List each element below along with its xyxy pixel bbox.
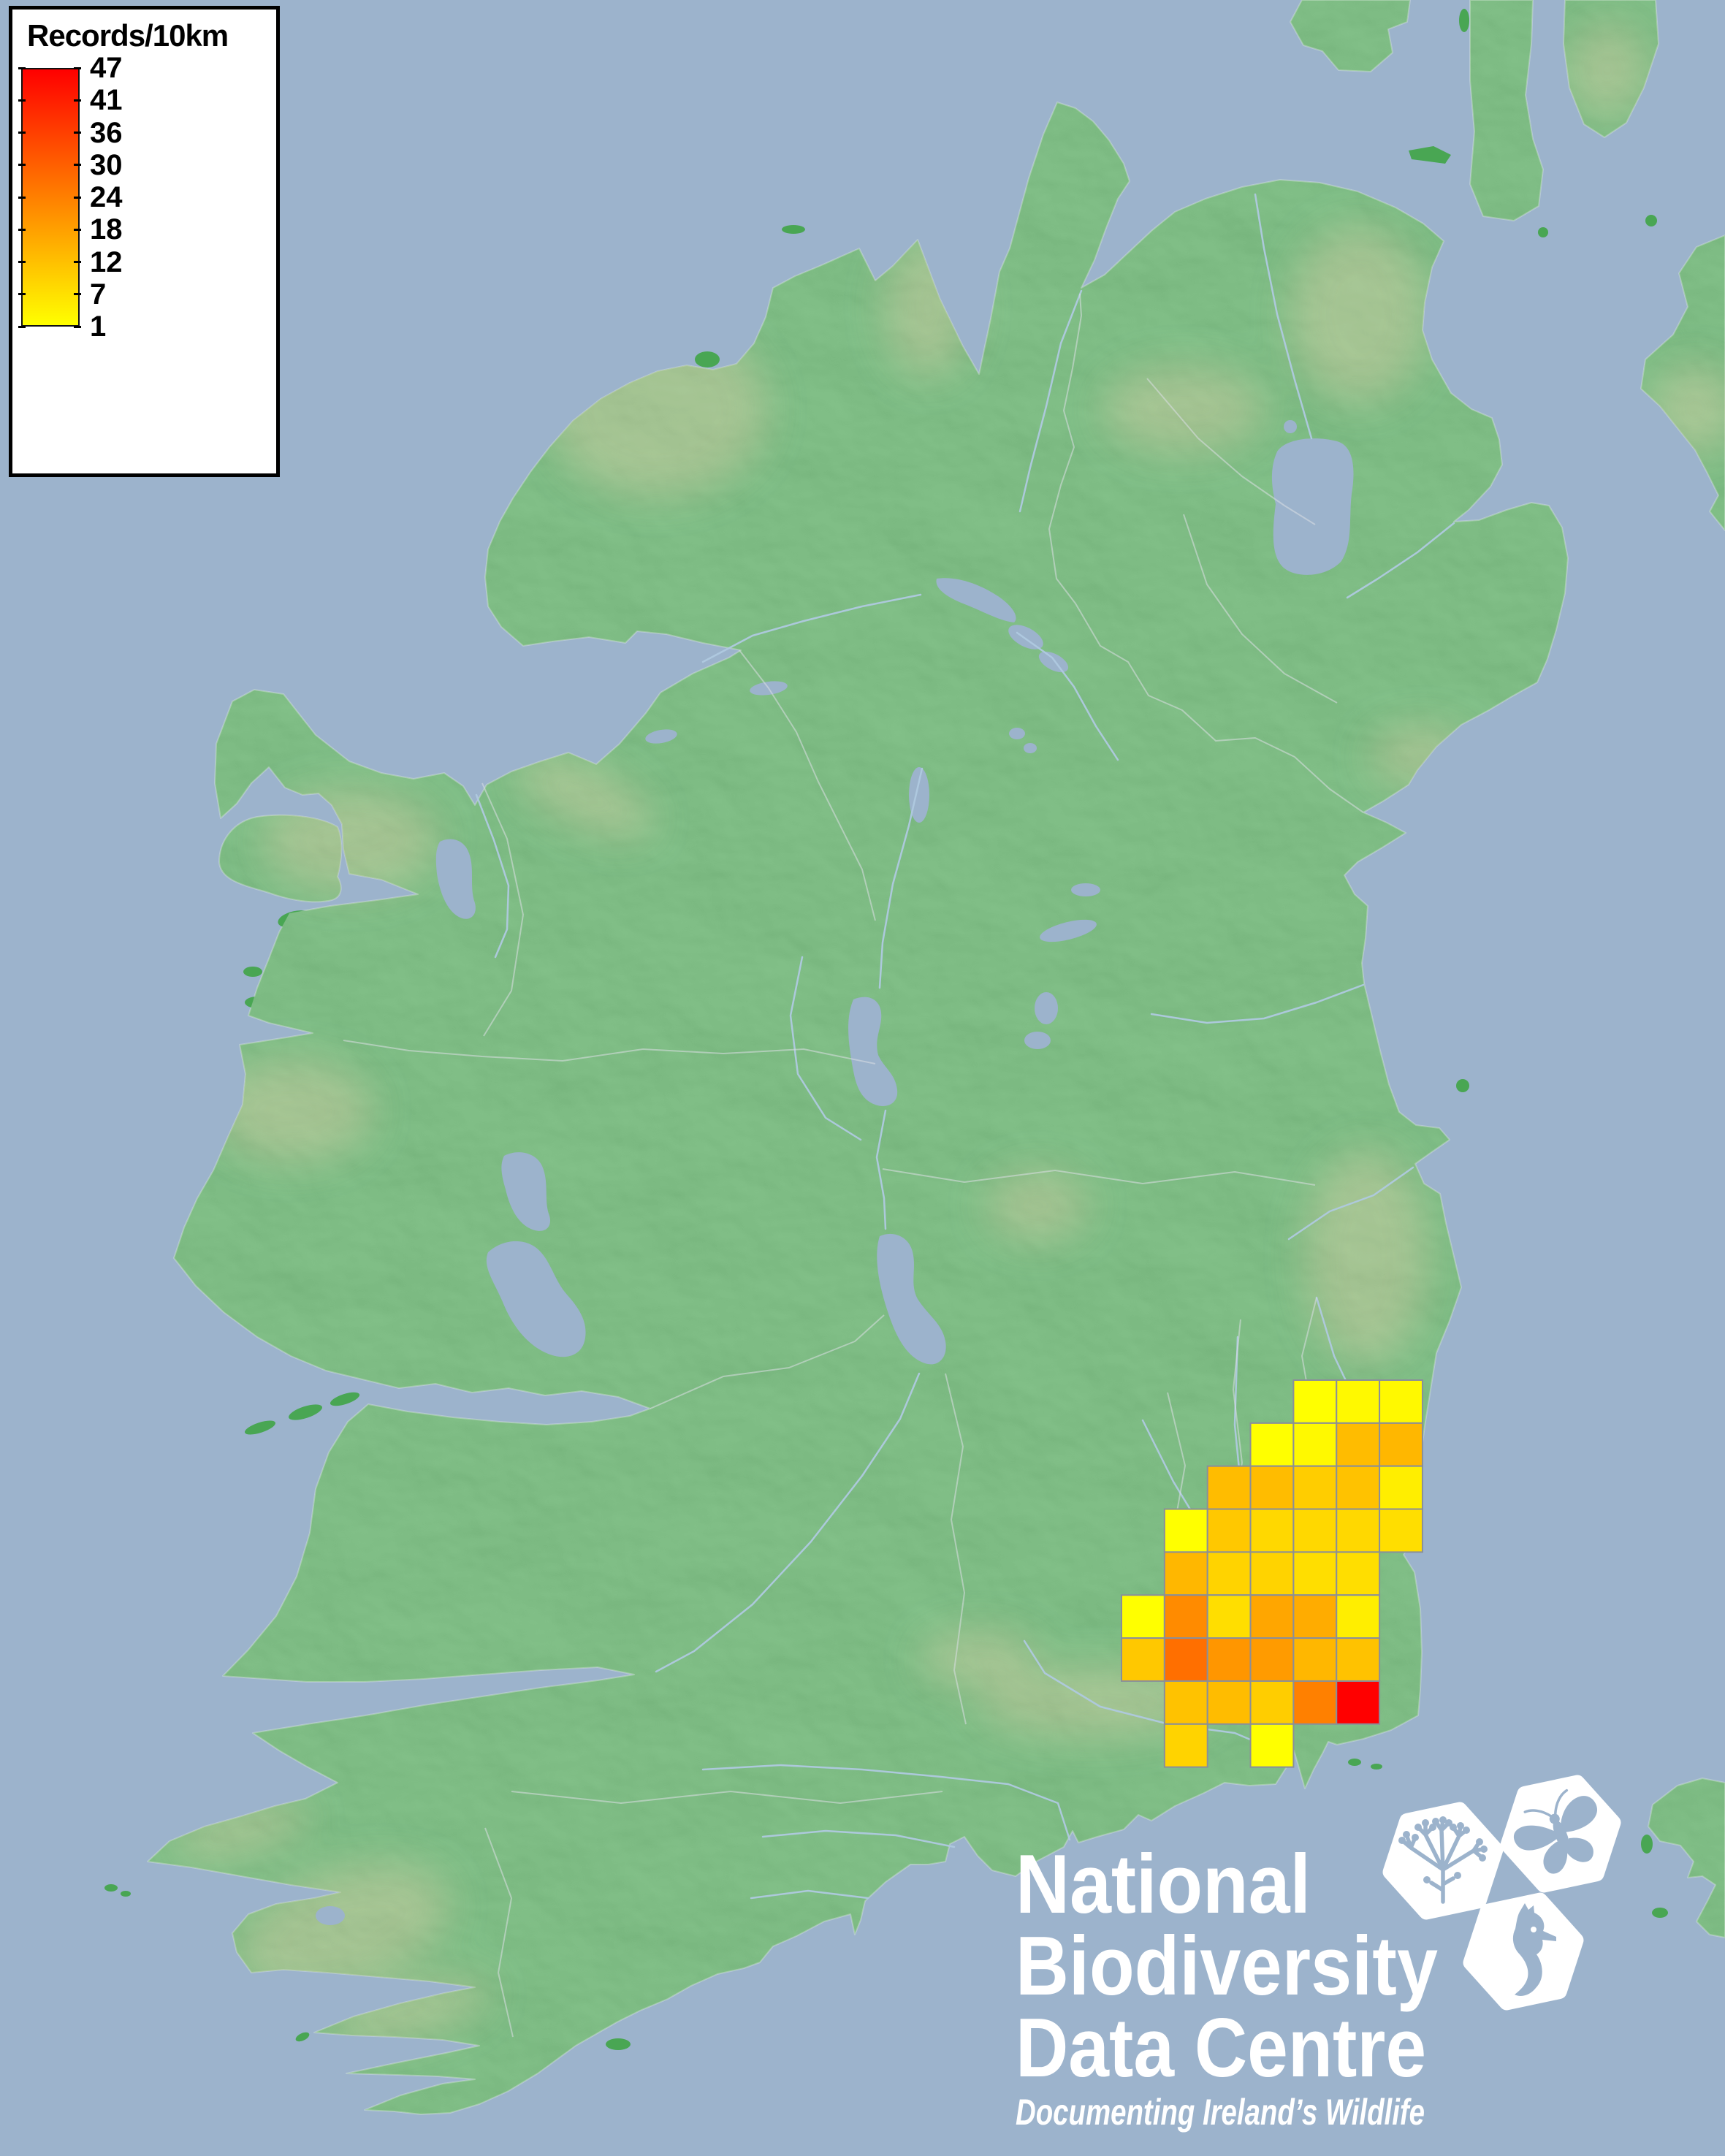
heatmap-cell	[1336, 1551, 1381, 1596]
heatmap-cell	[1379, 1379, 1423, 1424]
heatmap-cell	[1292, 1465, 1338, 1510]
heatmap-cell	[1249, 1723, 1295, 1768]
heatmap-cell	[1292, 1594, 1338, 1639]
heatmap-cell	[1336, 1680, 1381, 1725]
legend-tick-label: 1	[90, 311, 107, 343]
legend-tick-label: 12	[90, 245, 123, 278]
legend-panel: Records/10km 47 41 36 30 24 18 12 7 1	[9, 6, 280, 477]
tick-mark-left	[18, 164, 26, 167]
heatmap-cell	[1249, 1594, 1295, 1639]
tick-mark-left	[18, 228, 26, 231]
tree-icon	[1382, 1802, 1504, 1920]
tick-mark-left	[18, 196, 26, 199]
tick-mark-left	[18, 132, 26, 134]
heatmap-cell	[1249, 1637, 1295, 1682]
legend-tick-label: 18	[90, 213, 123, 246]
heatmap-cell	[1249, 1551, 1295, 1596]
heatmap-cell	[1206, 1465, 1252, 1510]
legend-tick-label: 47	[90, 52, 123, 84]
logo-line-3: Data Centre	[1016, 2002, 1426, 2095]
lough-neagh	[1271, 438, 1354, 575]
heatmap-cell	[1163, 1594, 1208, 1639]
legend-tick-label: 41	[90, 84, 123, 117]
heatmap-cell	[1292, 1422, 1338, 1467]
legend-title: Records/10km	[27, 18, 229, 53]
tick-mark-right	[74, 196, 81, 199]
legend-tick-label: 36	[90, 116, 123, 149]
butterfly-icon	[1500, 1775, 1621, 1893]
lough-mask	[501, 1152, 551, 1231]
heatmap-cell	[1163, 1551, 1208, 1596]
heatmap-cell	[1292, 1551, 1338, 1596]
tick-mark-right	[74, 66, 81, 69]
seahorse-icon	[1463, 1892, 1584, 2011]
tick-mark-left	[18, 325, 26, 328]
logo-line-1: National	[1016, 1838, 1311, 1931]
lough-ree	[848, 997, 898, 1106]
legend-tick-label: 24	[90, 181, 123, 213]
heatmap-cell	[1336, 1465, 1381, 1510]
heatmap-cell	[1206, 1594, 1252, 1639]
logo-line-2: Biodiversity	[1016, 1920, 1438, 2013]
heatmap-cell	[1163, 1508, 1208, 1553]
heatmap-cell	[1379, 1422, 1423, 1467]
tick-mark-right	[74, 261, 81, 263]
legend-gradient-bar	[21, 68, 80, 327]
heatmap-cell	[1121, 1637, 1165, 1682]
heatmap-cell	[1292, 1637, 1338, 1682]
heatmap-cell	[1206, 1680, 1252, 1725]
heatmap-cell	[1336, 1637, 1381, 1682]
heatmap-cell	[1336, 1379, 1381, 1424]
tick-mark-right	[74, 293, 81, 296]
heatmap-cell	[1249, 1508, 1295, 1553]
lakes	[316, 420, 1354, 1925]
heatmap-cell	[1379, 1465, 1423, 1510]
lough-conn	[435, 839, 476, 919]
seahorse-eye	[1531, 1927, 1536, 1932]
nbdc-logo: National Biodiversity Data Centre Docume…	[1016, 1775, 1621, 2133]
heatmap-grid	[1121, 1379, 1423, 1768]
logo-tagline: Documenting Ireland’s Wildlife	[1016, 2092, 1425, 2133]
heatmap-cell	[1336, 1594, 1381, 1639]
heatmap-cell	[1249, 1422, 1295, 1467]
heatmap-cell	[1121, 1594, 1165, 1639]
lough-corrib	[486, 1241, 586, 1357]
legend-tick-label: 30	[90, 148, 123, 181]
heatmap-cell	[1336, 1508, 1381, 1553]
lough-derg	[877, 1233, 946, 1365]
heatmap-cell	[1163, 1723, 1208, 1768]
heatmap-cell	[1249, 1465, 1295, 1510]
legend-tick-label: 7	[90, 278, 107, 311]
tick-mark-left	[18, 261, 26, 263]
lough-erne	[936, 578, 1016, 622]
heatmap-cell	[1292, 1680, 1338, 1725]
heatmap-cell	[1336, 1422, 1381, 1467]
heatmap-cell	[1206, 1508, 1252, 1553]
heatmap-cell	[1379, 1508, 1423, 1553]
tree-branch-dots	[1398, 1816, 1488, 1883]
tick-mark-right	[74, 325, 81, 328]
county-boundaries	[343, 293, 1364, 2038]
tick-mark-left	[18, 66, 26, 69]
tick-mark-right	[74, 99, 81, 102]
heatmap-cell	[1249, 1680, 1295, 1725]
heatmap-cell	[1163, 1680, 1208, 1725]
heatmap-cell	[1292, 1379, 1338, 1424]
tick-mark-left	[18, 293, 26, 296]
heatmap-cell	[1163, 1637, 1208, 1682]
tick-mark-left	[18, 99, 26, 102]
heatmap-cell	[1292, 1508, 1338, 1553]
tick-mark-right	[74, 228, 81, 231]
tick-mark-right	[74, 132, 81, 134]
heatmap-cell	[1206, 1637, 1252, 1682]
heatmap-cell	[1206, 1551, 1252, 1596]
tick-mark-right	[74, 164, 81, 167]
